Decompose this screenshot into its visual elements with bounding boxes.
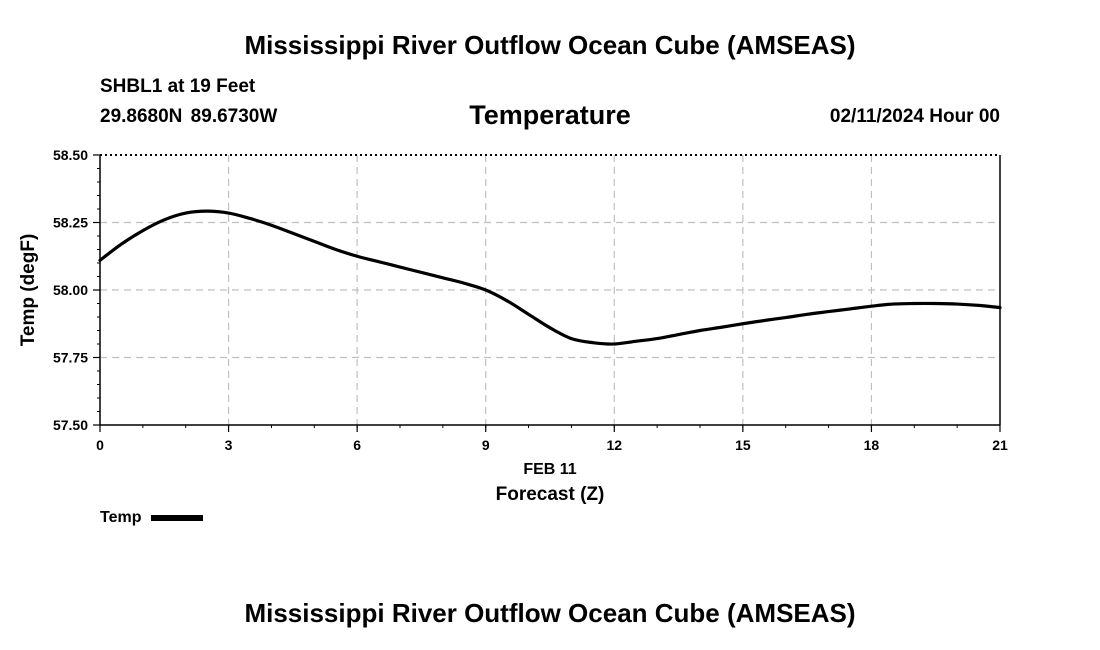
y-tick-label: 58.50 [53,147,88,163]
station-coordinates: 29.8680N 89.6730W [100,106,278,127]
legend: Temp [100,509,204,527]
y-tick-label: 57.50 [53,417,88,433]
x-axis-label: Forecast (Z) [496,484,605,505]
x-tick-label: 18 [864,437,880,453]
x-tick-label: 21 [992,437,1008,453]
x-tick-label: 9 [482,437,490,453]
footer-title: Mississippi River Outflow Ocean Cube (AM… [244,598,856,628]
x-tick-label: 3 [225,437,233,453]
chart-title: Mississippi River Outflow Ocean Cube (AM… [244,30,856,60]
x-tick-label: 6 [353,437,361,453]
x-tick-label: 15 [735,437,751,453]
y-axis-label: Temp (degF) [18,234,39,347]
x-date-label: FEB 11 [523,461,576,478]
forecast-run-time: 02/11/2024 Hour 00 [829,106,1000,127]
y-tick-label: 58.00 [53,282,88,298]
legend-line-swatch [151,515,204,521]
x-tick-label: 0 [96,437,104,453]
y-tick-label: 57.75 [53,350,88,366]
x-tick-label: 12 [606,437,622,453]
station-name: SHBL1 at 19 Feet [100,76,256,97]
variable-title: Temperature [469,100,631,130]
legend-label: Temp [100,509,142,526]
y-tick-label: 58.25 [53,215,88,231]
series-line-temp [98,209,1002,346]
